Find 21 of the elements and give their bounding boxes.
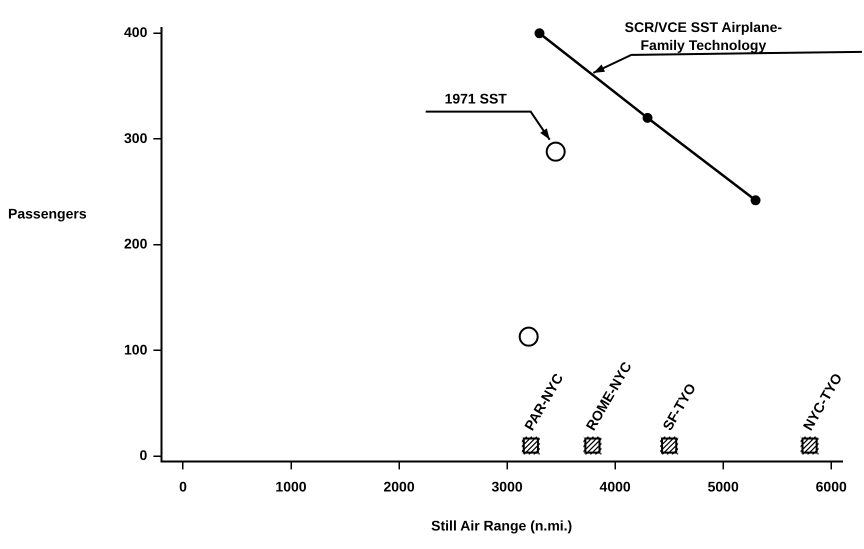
text: SCR/VCE SST Airplane-Family Technology xyxy=(624,18,782,53)
y-tick-label: 100 xyxy=(124,341,148,358)
x-axis-title: Still Air Range (n.mi.) xyxy=(431,517,572,534)
y-tick-label: 400 xyxy=(124,24,148,40)
x-tick-label: 2000 xyxy=(383,478,415,495)
x-tick-label: 6000 xyxy=(816,478,847,495)
x-tick-label: 1000 xyxy=(275,478,307,495)
x-tick-label: 3000 xyxy=(492,478,523,495)
y-tick-label: 0 xyxy=(140,446,148,463)
y-axis-title: Passengers xyxy=(8,206,87,222)
point xyxy=(642,112,653,123)
x-tick-label: 0 xyxy=(179,478,188,495)
y-tick-label: 200 xyxy=(124,236,148,252)
x-tick-label: 5000 xyxy=(708,478,739,495)
point xyxy=(518,326,539,347)
point xyxy=(750,195,761,206)
y-tick-label: 300 xyxy=(124,130,148,146)
point xyxy=(534,28,544,38)
point xyxy=(546,142,566,162)
x-tick-label: 4000 xyxy=(600,478,631,495)
text: 1971 SST xyxy=(444,90,508,107)
